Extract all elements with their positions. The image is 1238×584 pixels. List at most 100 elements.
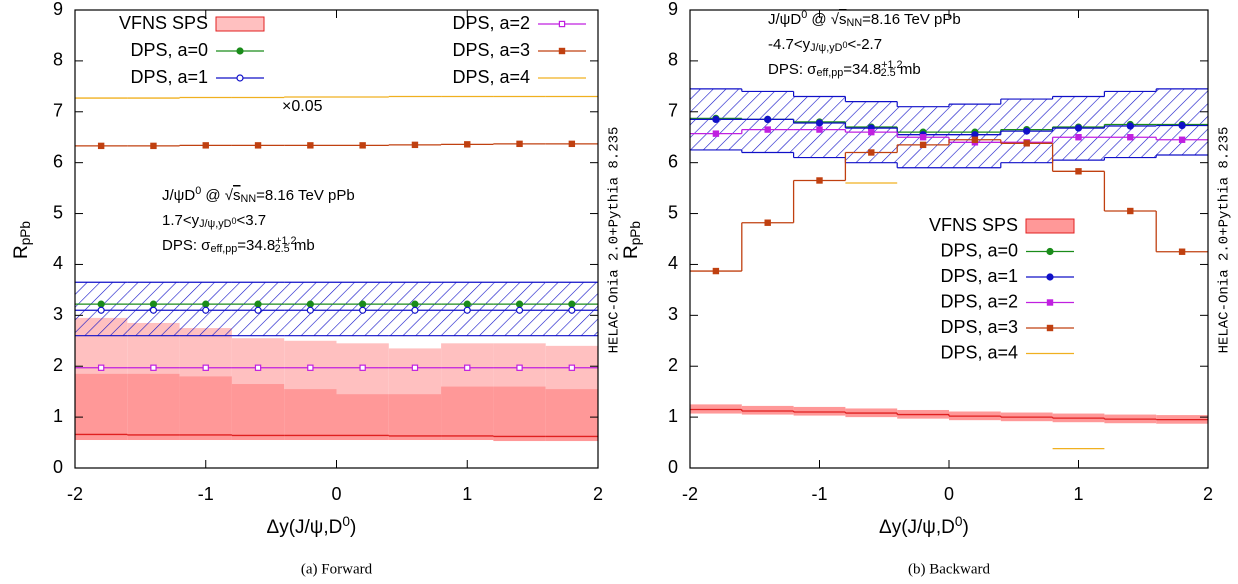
inner-band	[231, 384, 285, 441]
plot-area	[690, 88, 1208, 450]
y-tick-label: 5	[53, 202, 63, 222]
marker	[868, 128, 875, 136]
marker	[919, 141, 927, 149]
text-part: J/ψD	[162, 187, 195, 204]
text-part: =8.16 TeV pPb	[256, 187, 355, 204]
text-part: =34.8	[237, 237, 275, 254]
text-part: 0	[231, 216, 236, 226]
x-tick-label: -2	[682, 484, 698, 504]
inner-band	[284, 389, 337, 441]
marker	[254, 364, 262, 371]
annotation: J/ψD0 @ √sNN=8.16 TeV pPb	[162, 185, 355, 205]
legend-label: DPS, a=3	[452, 40, 530, 60]
marker	[307, 142, 314, 149]
marker	[568, 364, 576, 371]
marker	[202, 300, 210, 308]
marker	[516, 140, 523, 148]
x-tick-label: 0	[944, 484, 954, 504]
text-part: J/ψ	[810, 42, 826, 54]
annotation: DPS: σeff,pp=34.8+1.2 -2.5 mb	[768, 59, 921, 79]
text-part: mb	[290, 237, 315, 254]
text-part: 0	[842, 40, 847, 50]
x-tick-label: 1	[462, 484, 472, 504]
inner-band	[336, 394, 389, 441]
marker	[97, 142, 105, 150]
marker	[359, 306, 367, 314]
marker	[149, 306, 158, 314]
marker	[359, 300, 367, 308]
y-tick-label: 4	[668, 253, 678, 273]
text-part: =8.16 TeV pPb	[862, 11, 961, 28]
marker	[150, 142, 157, 150]
marker	[97, 300, 105, 308]
marker	[463, 300, 471, 308]
marker	[1023, 140, 1030, 147]
text-part: DPS: σ	[768, 61, 817, 78]
text-part: 1.7<y	[162, 212, 200, 229]
marker	[202, 306, 210, 314]
y-tick-label: 6	[668, 151, 678, 171]
text-part: NN	[847, 17, 863, 29]
marker	[150, 364, 157, 371]
y-tick-label: 1	[53, 406, 63, 426]
marker	[568, 140, 576, 148]
y-tick-label: 9	[53, 0, 63, 19]
marker	[558, 20, 566, 28]
legend-label: DPS, a=4	[452, 67, 530, 87]
marker	[254, 306, 262, 314]
marker	[1023, 127, 1031, 135]
y-tick-label: 8	[53, 50, 63, 70]
plot-area	[75, 95, 598, 442]
text-part: D	[224, 218, 232, 230]
text-part: DPS: σ	[162, 237, 211, 254]
x-tick-label: -1	[811, 484, 827, 504]
marker	[411, 306, 419, 314]
x-tick-label: -1	[198, 484, 214, 504]
band	[793, 406, 846, 416]
marker	[1074, 124, 1083, 132]
marker	[1075, 134, 1082, 141]
marker	[463, 306, 471, 314]
band	[741, 405, 794, 415]
y-tick-label: 5	[668, 202, 678, 222]
text-part: R	[621, 245, 642, 259]
marker	[558, 47, 566, 55]
marker	[1046, 324, 1054, 332]
text-part: mb	[896, 61, 921, 78]
inner-band	[545, 389, 598, 442]
inner-band	[441, 386, 494, 441]
marker	[815, 119, 824, 127]
marker	[1178, 121, 1186, 130]
legend-label: VFNS SPS	[119, 13, 208, 33]
text-part: -4.7<y	[768, 36, 811, 53]
marker	[1127, 134, 1134, 141]
text-part: J/ψD	[768, 11, 801, 28]
text-part: R	[11, 245, 32, 259]
frame	[689, 9, 1209, 469]
annotation: -4.7<yJ/ψ,yD0<-2.7	[768, 36, 882, 54]
legend-label: DPS, a=2	[452, 13, 530, 33]
marker	[202, 142, 209, 149]
y-tick-label: 7	[53, 101, 63, 121]
caption: (b) Backward	[908, 561, 991, 577]
marker	[712, 115, 720, 124]
y-tick-label: 4	[53, 253, 63, 273]
text-part: 0	[955, 514, 963, 529]
legend-label: DPS, a=4	[940, 342, 1018, 362]
marker	[971, 136, 979, 143]
marker	[149, 300, 158, 308]
marker	[1127, 207, 1134, 215]
marker	[515, 300, 524, 308]
text-part: )	[350, 517, 356, 538]
caption: (a) Forward	[301, 561, 373, 577]
legend-label: DPS, a=0	[130, 40, 208, 60]
annotation: J/ψD0 @ √sNN=8.16 TeV pPb	[768, 9, 961, 29]
legend-label: DPS, a=2	[940, 291, 1018, 311]
marker	[816, 126, 823, 133]
marker	[1046, 247, 1054, 256]
text-part: pPb	[18, 221, 33, 246]
marker	[236, 47, 244, 55]
marker	[464, 141, 471, 148]
y-tick-label: 1	[668, 406, 678, 426]
